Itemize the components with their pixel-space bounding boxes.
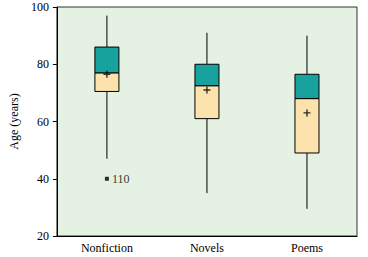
svg-text:60: 60 xyxy=(37,115,49,129)
svg-text:Novels: Novels xyxy=(190,241,224,255)
svg-text:Nonfiction: Nonfiction xyxy=(81,241,133,255)
svg-text:Age (years): Age (years) xyxy=(7,93,21,149)
svg-text:100: 100 xyxy=(31,0,49,14)
svg-text:40: 40 xyxy=(37,172,49,186)
svg-text:110: 110 xyxy=(112,172,130,186)
svg-text:Poems: Poems xyxy=(291,241,323,255)
svg-text:80: 80 xyxy=(37,57,49,71)
svg-text:20: 20 xyxy=(37,229,49,243)
